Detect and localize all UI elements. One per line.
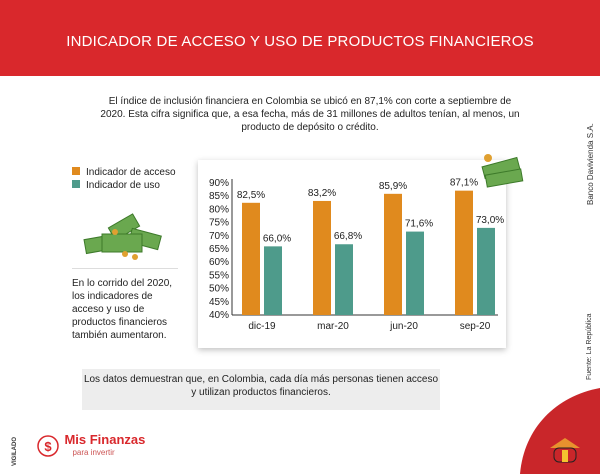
- divider: [72, 268, 178, 269]
- y-tick-label: 90%: [209, 178, 229, 189]
- bar-acceso: [384, 193, 402, 315]
- legend-uso: Indicador de uso: [72, 179, 176, 192]
- svg-text:$: $: [44, 439, 52, 454]
- y-tick-label: 50%: [209, 284, 229, 295]
- legend: Indicador de acceso Indicador de uso: [72, 166, 176, 192]
- y-tick-label: 60%: [209, 257, 229, 268]
- chart-card: 40% 45% 50% 55% 60% 65% 70% 75% 80% 85% 90% 82,5% 66…: [198, 160, 506, 348]
- source-text: Fuente: La República: [586, 313, 593, 380]
- data-label: 83,2%: [308, 188, 336, 199]
- dollar-house-icon: $: [37, 435, 59, 457]
- x-tick-label: sep-20: [460, 321, 491, 332]
- x-tick-label: jun-20: [389, 321, 418, 332]
- bar-uso: [477, 227, 495, 315]
- y-tick-label: 45%: [209, 297, 229, 308]
- y-tick-label: 85%: [209, 191, 229, 202]
- legend-acceso: Indicador de acceso: [72, 166, 176, 179]
- data-label: 87,1%: [450, 178, 478, 189]
- page-title: INDICADOR DE ACCESO Y USO DE PRODUCTOS F…: [66, 33, 534, 50]
- side-text: En lo corrido del 2020, los indicadores …: [72, 278, 173, 341]
- bar-acceso: [242, 202, 260, 315]
- y-tick-label: 80%: [209, 204, 229, 215]
- bar-uso: [264, 246, 282, 315]
- data-label: 66,8%: [334, 231, 362, 242]
- mis-finanzas-logo: $ Mis Finanzas para invertir: [36, 433, 145, 458]
- bar-uso: [335, 244, 353, 315]
- header-band: [0, 0, 600, 76]
- bar-acceso: [455, 190, 473, 315]
- y-tick-label: 55%: [209, 270, 229, 281]
- conclusion-note: Los datos demuestran que, en Colombia, c…: [82, 369, 440, 410]
- bar-chart: 40% 45% 50% 55% 60% 65% 70% 75% 80% 85% 90% 82,5% 66…: [209, 178, 504, 332]
- data-label: 71,6%: [405, 219, 433, 230]
- data-label: 85,9%: [379, 181, 407, 192]
- x-tick-label: dic-19: [248, 321, 276, 332]
- y-tick-label: 75%: [209, 218, 229, 229]
- y-tick-label: 40%: [209, 310, 229, 321]
- money-stack-icon: [478, 150, 528, 195]
- data-label: 82,5%: [237, 190, 265, 201]
- bar-acceso: [313, 200, 331, 315]
- data-label: 66,0%: [263, 233, 291, 244]
- bar-uso: [406, 231, 424, 315]
- intro-text: El índice de inclusión financiera en Col…: [100, 96, 520, 133]
- credit-text: Banco Davivienda S.A.: [586, 123, 595, 205]
- brand-corner: [520, 388, 600, 474]
- y-tick-label: 70%: [209, 231, 229, 242]
- y-tick-label: 65%: [209, 244, 229, 255]
- money-illustration-icon: [80, 212, 170, 260]
- vigilado-text: VIGILADO: [12, 436, 18, 466]
- data-label: 73,0%: [476, 215, 504, 226]
- x-tick-label: mar-20: [317, 321, 349, 332]
- davivienda-house-icon: [548, 436, 582, 471]
